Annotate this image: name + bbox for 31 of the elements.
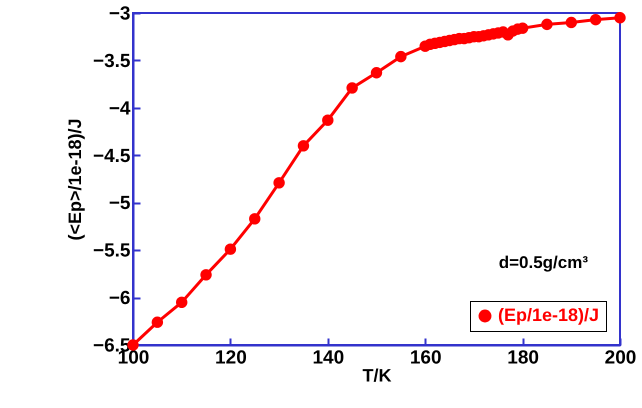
y-tick-label: −3 <box>108 4 130 24</box>
point <box>200 269 212 280</box>
point <box>152 316 164 328</box>
point <box>370 67 382 78</box>
x-tick-label: 200 <box>604 348 636 368</box>
legend-label: (Ep/1e-18)/J <box>498 305 600 325</box>
point <box>224 244 236 255</box>
point <box>566 16 577 28</box>
point <box>249 213 260 225</box>
point <box>541 18 553 30</box>
point <box>590 14 602 26</box>
point <box>322 114 334 126</box>
x-axis-title: T/K <box>362 366 392 386</box>
point <box>614 12 626 24</box>
annotation: d=0.5g/cm³ <box>498 253 588 272</box>
x-tick-label: 160 <box>410 348 442 368</box>
y-tick-label: −4.5 <box>92 146 131 167</box>
point <box>176 296 188 308</box>
x-tick-label: 180 <box>507 348 539 368</box>
y-tick-label: −5 <box>108 193 131 214</box>
point <box>298 140 310 152</box>
y-tick-label: −4 <box>108 98 131 120</box>
x-tick-label: 120 <box>215 348 247 368</box>
y-tick-label: −5.5 <box>92 240 131 262</box>
y-tick-label: −3.5 <box>92 50 131 72</box>
point <box>273 177 285 188</box>
y-axis-title: (<Ep>/1e-18)/J <box>64 118 85 241</box>
point <box>346 82 358 94</box>
point <box>395 50 407 62</box>
y-tick-label: −6 <box>108 288 130 310</box>
x-tick-label: 140 <box>312 348 344 368</box>
